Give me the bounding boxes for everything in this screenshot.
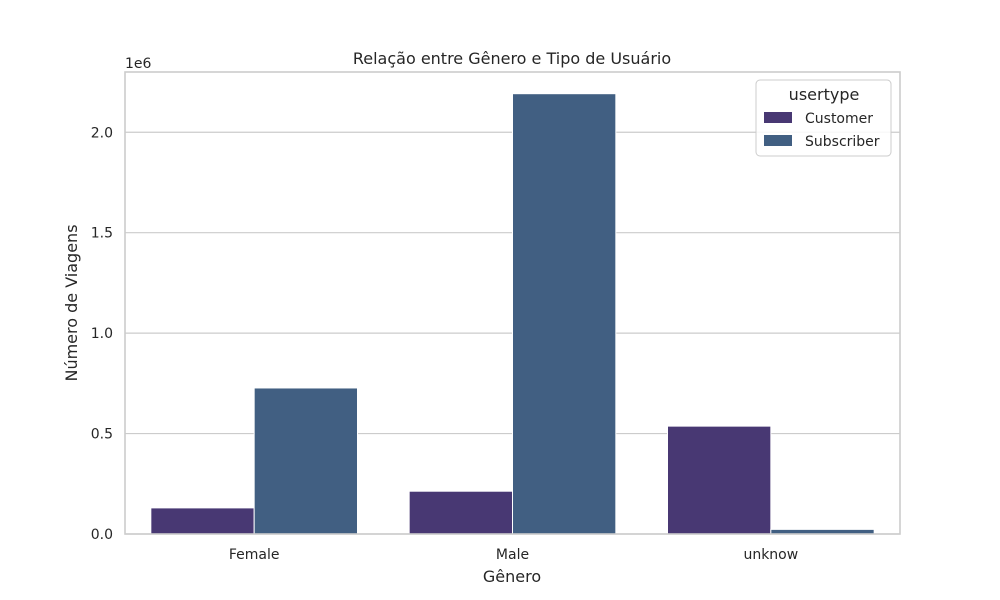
legend: usertype Customer Subscriber <box>755 79 892 157</box>
x-tick-label: Female <box>229 547 280 563</box>
x-axis-label: Gênero <box>483 567 541 586</box>
bar-subscriber-male <box>512 93 617 535</box>
y-axis-label: Número de Viagens <box>62 224 81 381</box>
bar-subscriber-female <box>253 387 359 535</box>
bar-customer-male <box>408 490 513 535</box>
plot-frame <box>124 71 901 535</box>
legend-swatch-subscriber <box>764 135 792 146</box>
x-axis-ticks: Female Male unknow <box>229 547 798 563</box>
bar-customer-unknow <box>667 425 772 535</box>
y-tick-label: 1.0 <box>91 326 113 342</box>
y-tick-label: 0.0 <box>91 527 113 543</box>
x-tick-label: Male <box>496 547 529 563</box>
chart-title: Relação entre Gênero e Tipo de Usuário <box>353 49 671 68</box>
x-tick-label: unknow <box>743 547 798 563</box>
y-tick-label: 0.5 <box>91 427 113 443</box>
y-tick-label: 1.5 <box>91 226 113 242</box>
bars <box>150 93 875 535</box>
y-scale-label: 1e6 <box>125 56 152 72</box>
legend-title: usertype <box>789 85 860 104</box>
legend-swatch-customer <box>764 112 792 123</box>
legend-label-subscriber: Subscriber <box>805 134 880 150</box>
y-axis-ticks: 0.0 0.5 1.0 1.5 2.0 <box>91 125 113 543</box>
y-tick-label: 2.0 <box>91 125 113 141</box>
bar-customer-female <box>150 507 255 535</box>
legend-label-customer: Customer <box>805 111 873 127</box>
